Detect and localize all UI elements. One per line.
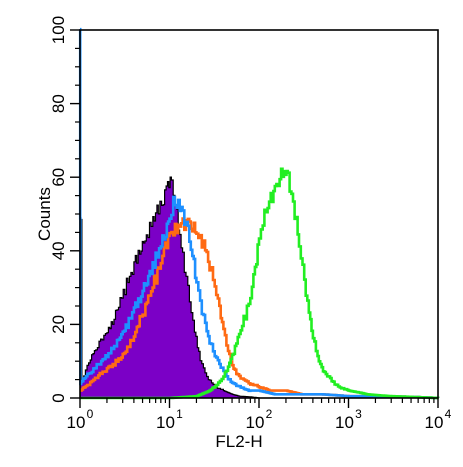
x-tick-exponent: 0 [87, 407, 94, 421]
x-axis-ticks: 10 0 10 1 10 2 10 3 10 4 [67, 398, 452, 432]
x-tick-exponent: 1 [176, 407, 183, 421]
x-tick-label: 10 [67, 413, 86, 432]
x-axis-title: FL2-H [215, 432, 262, 451]
x-tick-label: 10 [335, 413, 354, 432]
x-tick-label: 10 [246, 413, 265, 432]
y-tick-label: 80 [49, 94, 68, 113]
y-tick-label: 40 [49, 241, 68, 260]
x-tick-label: 10 [156, 413, 175, 432]
y-axis-ticks: 0 20 40 60 80 100 [49, 16, 80, 403]
y-tick-label: 60 [49, 168, 68, 187]
y-tick-label: 100 [49, 16, 68, 44]
x-tick-exponent: 3 [355, 407, 362, 421]
x-tick-exponent: 2 [266, 407, 273, 421]
x-tick-label: 10 [425, 413, 444, 432]
series-outline-0 [80, 43, 260, 399]
x-tick-exponent: 4 [445, 407, 452, 421]
series-layer [78, 27, 440, 400]
y-tick-label: 20 [49, 315, 68, 334]
y-tick-label: 0 [49, 393, 68, 402]
series-line-2 [78, 27, 440, 400]
y-axis-title: Counts [35, 187, 54, 241]
